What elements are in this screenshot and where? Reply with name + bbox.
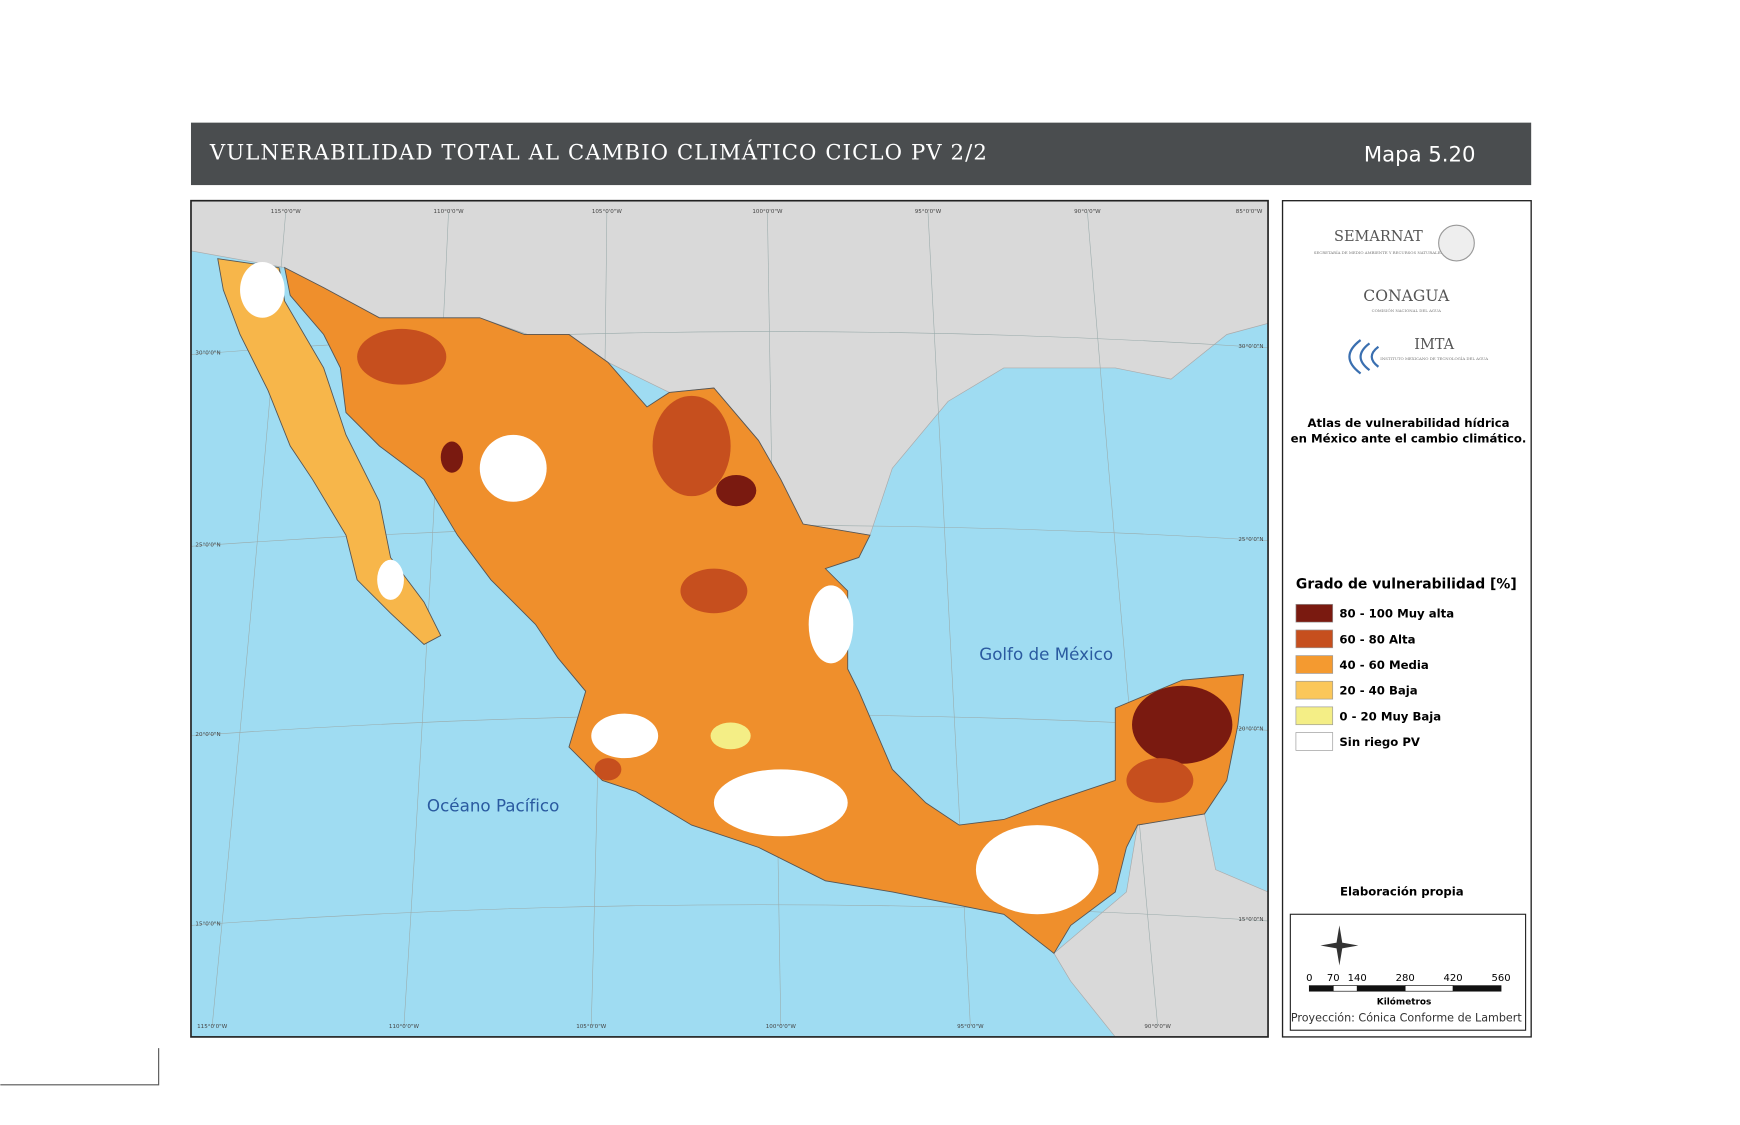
credit: Elaboración propia [1340, 884, 1464, 898]
crop-mark [0, 1048, 160, 1086]
legend: 80 - 100 Muy alta 60 - 80 Alta 40 - 60 Med… [1295, 603, 1454, 751]
semarnat-logo: SEMARNAT [1334, 229, 1423, 245]
semarnat-sub: SECRETARÍA DE MEDIO AMBIENTE Y RECURSOS … [1314, 250, 1444, 255]
graticule-label: 20°0'0"N [1238, 726, 1263, 732]
scale-bar: 0 70 140 280 420 560 [1306, 973, 1511, 992]
legend-title: Grado de vulnerabilidad [%] [1296, 577, 1517, 593]
scale-label: 140 [1348, 973, 1367, 984]
seal [1438, 224, 1475, 262]
graticule-label: 95°0'0"W [957, 1024, 984, 1030]
graticule-label: 30°0'0"N [195, 351, 220, 357]
graticule-label: 15°0'0"N [1238, 917, 1263, 923]
scale-segment [1404, 985, 1454, 992]
north-arrow [1320, 925, 1359, 966]
legend-label: 80 - 100 Muy alta [1339, 607, 1454, 621]
map-border [190, 199, 1269, 1038]
graticule-label: 100°0'0"W [766, 1024, 797, 1030]
scale-segment [1452, 985, 1502, 992]
graticule-label: 105°0'0"W [592, 209, 623, 215]
graticule-label: 115°0'0"W [197, 1024, 228, 1030]
graticule-label: 25°0'0"N [1238, 537, 1263, 543]
scale-label: 70 [1327, 973, 1340, 984]
scale-segment [1308, 985, 1334, 992]
pacific-label: Océano Pacífico [427, 796, 559, 816]
imta-sub: INSTITUTO MEXICANO DE TECNOLOGÍA DEL AGU… [1380, 356, 1488, 361]
legend-swatch [1295, 706, 1334, 726]
legend-label: 60 - 80 Alta [1339, 632, 1415, 646]
graticule-label: 100°0'0"W [752, 209, 783, 215]
baja-california [217, 258, 442, 645]
legend-label: 20 - 40 Baja [1339, 684, 1417, 698]
graticule-label: 90°0'0"W [1144, 1024, 1171, 1030]
graticule-label: 90°0'0"W [1074, 209, 1101, 215]
scale-label: 420 [1444, 973, 1463, 984]
graticule-label: 110°0'0"W [434, 209, 465, 215]
graticule-label: 95°0'0"W [915, 209, 942, 215]
graticule-label: 20°0'0"N [195, 732, 220, 738]
map-frame: Golfo de México Océano Pacífico [190, 199, 1269, 1038]
legend-swatch [1295, 680, 1334, 700]
conagua-logo: CONAGUA [1363, 287, 1450, 305]
graticule-label: 30°0'0"N [1238, 344, 1263, 350]
legend-label: 0 - 20 Muy Baja [1339, 709, 1441, 723]
legend-swatch [1295, 629, 1334, 649]
scale-segment [1356, 985, 1406, 992]
map-number: Mapa 5.20 [1364, 142, 1476, 167]
gulf-label: Golfo de México [979, 644, 1113, 664]
legend-swatch [1295, 732, 1334, 751]
vulnerability-patches [240, 262, 1233, 915]
south-land [1053, 813, 1269, 1038]
imta-logo: IMTA [1414, 337, 1454, 353]
legend-label: 40 - 60 Media [1339, 658, 1428, 672]
header-bar [190, 122, 1532, 186]
graticule-label: 105°0'0"W [576, 1024, 607, 1030]
graticule-label: 115°0'0"W [271, 209, 302, 215]
legend-swatch [1295, 603, 1334, 623]
legend-swatch [1295, 655, 1334, 674]
header-title: VULNERABILIDAD TOTAL AL CAMBIO CLIMÁTICO… [209, 139, 988, 164]
side-panel: SEMARNAT SECRETARÍA DE MEDIO AMBIENTE Y … [1281, 200, 1532, 1038]
graticule-label: 85°0'0"W [1236, 209, 1263, 215]
scale-unit: Kilómetros [1377, 997, 1432, 1008]
graticule-label: 15°0'0"N [195, 921, 220, 927]
atlas-note: Atlas de vulnerabilidad hídrica [1307, 416, 1509, 430]
legend-label: Sin riego PV [1339, 735, 1420, 749]
scale-label: 0 [1306, 973, 1312, 984]
scale-segment [1332, 985, 1358, 992]
graticule-label: 25°0'0"N [195, 542, 220, 548]
imta-waves [1348, 339, 1380, 375]
atlas-note: en México ante el cambio climático. [1291, 432, 1527, 446]
graticule-label: 110°0'0"W [389, 1024, 420, 1030]
graticule-labels: 115°0'0"W 110°0'0"W 105°0'0"W 100°0'0"W 95°0… [195, 209, 1263, 1030]
scale-label: 560 [1492, 973, 1511, 984]
conagua-sub: COMISIÓN NACIONAL DEL AGUA [1372, 308, 1442, 313]
scale-box [1289, 913, 1527, 1031]
scale-label: 280 [1396, 973, 1415, 984]
projection: Proyección: Cónica Conforme de Lambert [1291, 1011, 1522, 1024]
